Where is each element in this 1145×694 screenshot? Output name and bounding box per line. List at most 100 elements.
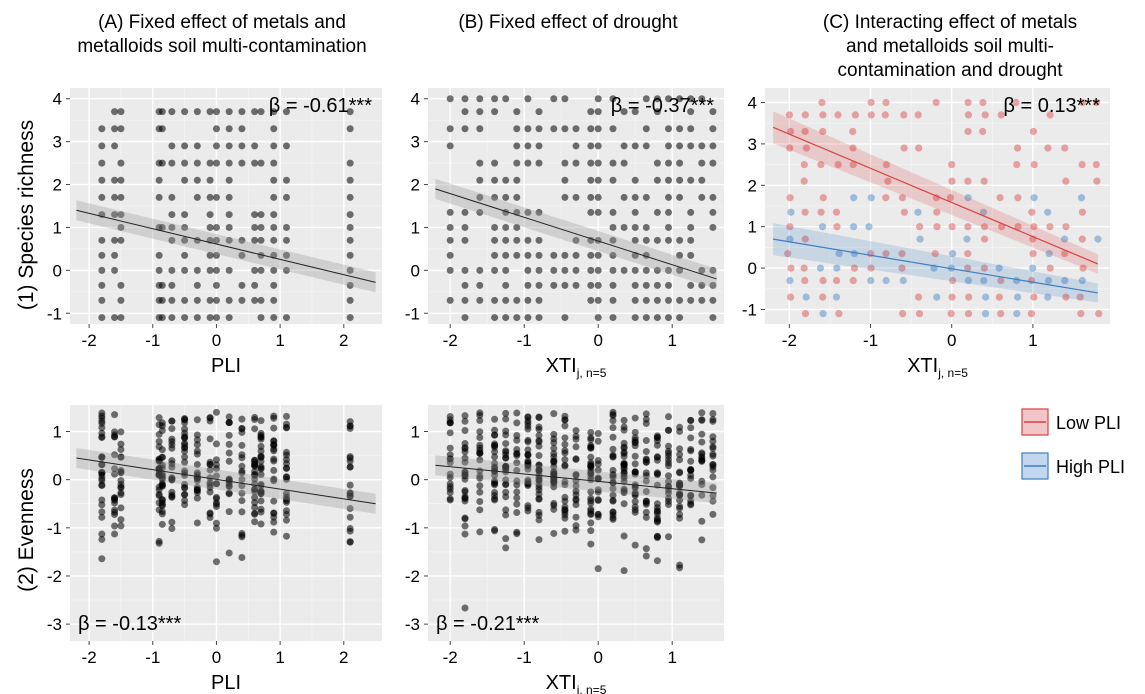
data-point <box>665 314 672 322</box>
data-point <box>609 417 617 425</box>
data-point <box>225 211 233 219</box>
data-point <box>587 159 595 167</box>
data-point <box>181 251 189 259</box>
data-point <box>155 266 163 274</box>
data-point <box>833 223 841 231</box>
data-point <box>461 604 469 612</box>
data-point <box>801 276 809 285</box>
data-point <box>524 159 532 167</box>
data-point <box>346 538 354 546</box>
tick-label-y: 3 <box>411 133 420 152</box>
data-point <box>476 159 484 167</box>
data-point <box>251 223 259 231</box>
data-point <box>1062 223 1070 231</box>
data-point <box>212 251 220 259</box>
data-point <box>561 493 569 501</box>
data-point <box>346 193 354 201</box>
data-point <box>251 142 259 150</box>
data-point <box>587 208 595 216</box>
data-point <box>609 125 617 133</box>
data-point <box>513 125 521 133</box>
data-point <box>631 470 639 478</box>
data-point <box>282 108 290 116</box>
data-point <box>587 443 595 451</box>
title-a-line2: metalloids soil multi-contamination <box>77 36 366 57</box>
data-point <box>181 142 189 150</box>
data-point <box>257 159 265 167</box>
data-point <box>446 496 454 504</box>
data-point <box>850 194 858 202</box>
data-point <box>513 449 521 457</box>
data-point <box>168 425 176 433</box>
data-point <box>206 266 214 274</box>
data-point <box>1013 293 1022 301</box>
data-point <box>676 514 684 522</box>
fit-line <box>772 126 1099 265</box>
data-point <box>631 176 639 184</box>
data-point <box>609 472 617 480</box>
data-point <box>709 484 717 492</box>
tick-label-x: 0 <box>212 648 221 667</box>
data-point <box>238 475 246 483</box>
data-point <box>535 159 543 167</box>
data-point <box>631 266 639 274</box>
tick-label-y: 3 <box>53 133 62 152</box>
data-point <box>251 266 259 274</box>
data-point <box>491 108 499 116</box>
data-point <box>931 250 939 258</box>
data-point <box>282 223 290 231</box>
data-point <box>251 108 259 116</box>
data-point <box>502 431 510 439</box>
data-point <box>225 431 233 439</box>
data-point <box>572 432 580 440</box>
data-point <box>631 503 639 511</box>
data-point <box>653 514 661 522</box>
data-point <box>1095 310 1103 318</box>
data-point <box>965 293 973 301</box>
data-point <box>225 549 233 557</box>
data-point <box>587 488 595 496</box>
data-point <box>158 482 166 490</box>
data-point <box>502 223 510 231</box>
data-point <box>502 409 510 417</box>
data-point <box>193 108 201 116</box>
data-point <box>653 266 661 274</box>
tick-label-y: 1 <box>748 218 757 237</box>
tick-label-x: -1 <box>517 648 532 667</box>
data-point <box>251 415 259 423</box>
data-point <box>1044 144 1052 152</box>
data-point <box>676 468 684 476</box>
data-point <box>225 176 233 184</box>
data-point <box>282 497 290 505</box>
data-point <box>502 535 510 543</box>
data-point <box>676 159 684 167</box>
data-point <box>620 266 628 274</box>
data-point <box>899 310 907 318</box>
data-point <box>687 434 695 442</box>
data-point <box>932 98 940 107</box>
data-point <box>687 457 695 465</box>
data-point <box>849 160 857 169</box>
data-point <box>535 108 543 116</box>
data-point <box>642 410 650 418</box>
data-point <box>502 266 510 274</box>
data-point <box>698 142 706 150</box>
data-point <box>933 223 941 231</box>
data-point <box>270 159 278 167</box>
data-point <box>1030 223 1038 231</box>
data-point <box>964 264 972 272</box>
data-point <box>620 532 628 540</box>
title-c-line3: contamination and drought <box>838 60 1064 81</box>
data-point <box>111 236 119 244</box>
tick-label-y: 4 <box>53 90 62 109</box>
tick-label-x: -2 <box>82 648 97 667</box>
data-point <box>155 437 163 445</box>
data-point <box>898 264 906 272</box>
data-point <box>709 281 717 289</box>
data-point <box>502 95 510 103</box>
data-point <box>964 310 973 318</box>
data-point <box>168 223 176 231</box>
data-point <box>665 472 672 480</box>
beta-annotation: β = -0.61*** <box>269 95 372 117</box>
data-point <box>850 264 859 272</box>
